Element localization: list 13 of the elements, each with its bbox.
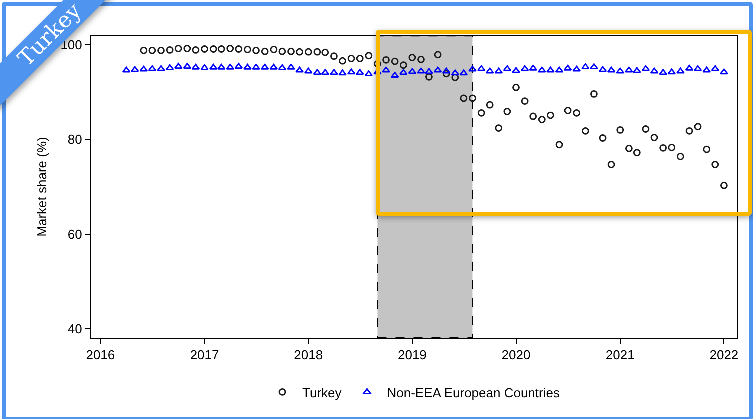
x-tick-label: 2016: [86, 348, 116, 363]
x-tick-label: 2018: [294, 348, 324, 363]
y-tick-label: 80: [68, 132, 82, 148]
y-tick-label: 40: [68, 322, 82, 337]
x-tick-label: 2021: [606, 348, 635, 363]
x-tick-label: 2022: [710, 348, 739, 363]
legend-label: Non-EEA European Countries: [387, 385, 560, 400]
legend-label: Turkey: [302, 385, 342, 400]
x-tick-label: 2020: [502, 348, 531, 363]
y-tick-label: 60: [68, 226, 82, 242]
x-tick-label: 2019: [398, 348, 427, 363]
y-axis-title: Market share (%): [34, 137, 50, 237]
x-tick-label: 2017: [190, 348, 220, 363]
